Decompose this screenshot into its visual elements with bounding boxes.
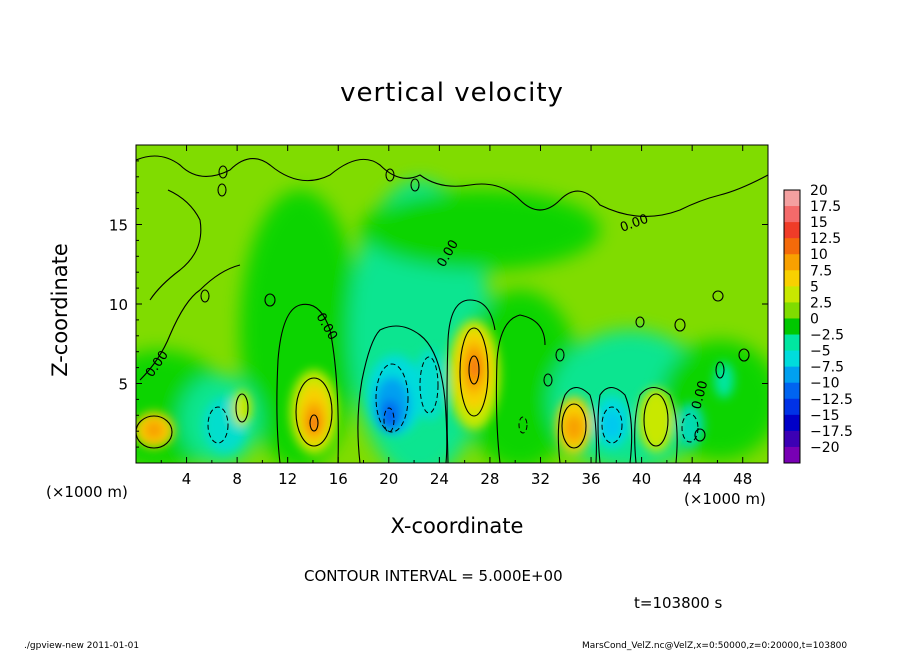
x-axis-label: X-coordinate bbox=[390, 514, 524, 538]
colorbar-swatch bbox=[784, 206, 800, 223]
colorbar-label: −5 bbox=[810, 344, 831, 360]
colorbar-label: 0 bbox=[810, 311, 819, 327]
y-tick-label: 5 bbox=[118, 376, 128, 394]
colorbar-frame bbox=[783, 189, 801, 464]
x-tick-label: 48 bbox=[733, 470, 752, 488]
contour-interval-text: CONTOUR INTERVAL = 5.000E+00 bbox=[304, 567, 563, 585]
colorbar-label: 5 bbox=[810, 279, 819, 295]
colorbar-label: 17.5 bbox=[810, 199, 841, 215]
time-label: t=103800 s bbox=[634, 594, 723, 612]
x-tick-label: 44 bbox=[683, 470, 702, 488]
colorbar-label: 7.5 bbox=[810, 263, 832, 279]
x-tick-label: 40 bbox=[632, 470, 651, 488]
colorbar-swatch bbox=[784, 222, 800, 239]
colorbar-label: −17.5 bbox=[810, 424, 853, 440]
colorbar-swatch bbox=[784, 334, 800, 352]
x-tick-label: 24 bbox=[430, 470, 449, 488]
x-tick-label: 8 bbox=[232, 470, 242, 488]
colorbar-swatch bbox=[784, 430, 800, 448]
y-axis-label: Z-coordinate bbox=[48, 243, 72, 377]
colorbar-swatch bbox=[784, 366, 800, 384]
chart-title: vertical velocity bbox=[340, 78, 564, 108]
colorbar-swatch bbox=[784, 350, 800, 368]
colorbar-swatch bbox=[784, 398, 800, 416]
colorbar-label: −10 bbox=[810, 376, 840, 392]
y-tick-label: 15 bbox=[109, 217, 128, 235]
x-unit-label-left: (×1000 m) bbox=[46, 483, 128, 501]
colorbar-swatch bbox=[784, 414, 800, 432]
x-tick-label: 36 bbox=[581, 470, 600, 488]
x-unit-label-right: (×1000 m) bbox=[684, 490, 766, 508]
colorbar-swatch bbox=[784, 190, 800, 207]
x-tick-label: 20 bbox=[379, 470, 398, 488]
x-tick-label: 32 bbox=[531, 470, 550, 488]
colorbar-label: 15 bbox=[810, 215, 828, 231]
colorbar-label: −2.5 bbox=[810, 328, 844, 344]
colorbar-swatch bbox=[784, 238, 800, 255]
colorbar-swatch bbox=[784, 286, 800, 303]
colorbar: 2017.51512.5107.552.50−2.5−5−7.5−10−12.5… bbox=[783, 183, 853, 464]
y-tick-label: 10 bbox=[109, 296, 128, 314]
colorbar-swatch bbox=[784, 446, 800, 464]
x-tick-label: 16 bbox=[329, 470, 348, 488]
x-tick-label: 12 bbox=[278, 470, 297, 488]
colorbar-label: 10 bbox=[810, 247, 828, 263]
colorbar-label: −15 bbox=[810, 408, 840, 424]
colorbar-swatch bbox=[784, 270, 800, 287]
colorbar-label: −12.5 bbox=[810, 392, 853, 408]
colorbar-swatch bbox=[784, 302, 800, 319]
colorbar-label: 12.5 bbox=[810, 231, 841, 247]
x-tick-label: 4 bbox=[182, 470, 192, 488]
negative-contours bbox=[207, 356, 699, 444]
footer-program-info: ./gpview-new 2011-01-01 bbox=[24, 641, 140, 651]
contour-label: 0.00 bbox=[689, 379, 711, 411]
colorbar-label: 2.5 bbox=[810, 295, 832, 311]
x-axis: 4 8 12 16 20 24 28 32 36 40 44 48 bbox=[160, 145, 752, 488]
colorbar-label: 20 bbox=[810, 183, 828, 199]
colorbar-swatch bbox=[784, 318, 800, 336]
colorbar-label: −20 bbox=[810, 440, 840, 456]
colorbar-swatch bbox=[784, 382, 800, 400]
footer-data-source: MarsCond_VelZ.nc@VelZ,x=0:50000,z=0:2000… bbox=[582, 641, 848, 651]
colorbar-swatch bbox=[784, 254, 800, 271]
y-axis: 5 10 15 bbox=[109, 160, 768, 448]
x-tick-label: 28 bbox=[480, 470, 499, 488]
colorbar-label: −7.5 bbox=[810, 360, 844, 376]
zero-contours bbox=[136, 155, 768, 463]
